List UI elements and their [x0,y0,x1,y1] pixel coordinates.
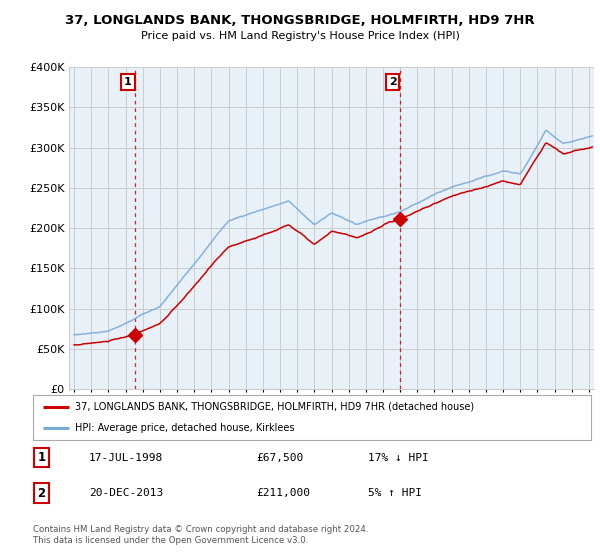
Text: £211,000: £211,000 [256,488,310,498]
Text: 2: 2 [389,77,397,87]
Text: HPI: Average price, detached house, Kirklees: HPI: Average price, detached house, Kirk… [75,422,295,432]
Text: £67,500: £67,500 [256,452,304,463]
Text: 5% ↑ HPI: 5% ↑ HPI [368,488,422,498]
Text: 37, LONGLANDS BANK, THONGSBRIDGE, HOLMFIRTH, HD9 7HR (detached house): 37, LONGLANDS BANK, THONGSBRIDGE, HOLMFI… [75,402,474,412]
Text: 1: 1 [37,451,46,464]
Text: 20-DEC-2013: 20-DEC-2013 [89,488,163,498]
Text: 1: 1 [124,77,132,87]
Text: Price paid vs. HM Land Registry's House Price Index (HPI): Price paid vs. HM Land Registry's House … [140,31,460,41]
Text: 17% ↓ HPI: 17% ↓ HPI [368,452,428,463]
Text: 37, LONGLANDS BANK, THONGSBRIDGE, HOLMFIRTH, HD9 7HR: 37, LONGLANDS BANK, THONGSBRIDGE, HOLMFI… [65,14,535,27]
Text: Contains HM Land Registry data © Crown copyright and database right 2024.
This d: Contains HM Land Registry data © Crown c… [33,525,368,545]
Text: 2: 2 [37,487,46,500]
Text: 17-JUL-1998: 17-JUL-1998 [89,452,163,463]
